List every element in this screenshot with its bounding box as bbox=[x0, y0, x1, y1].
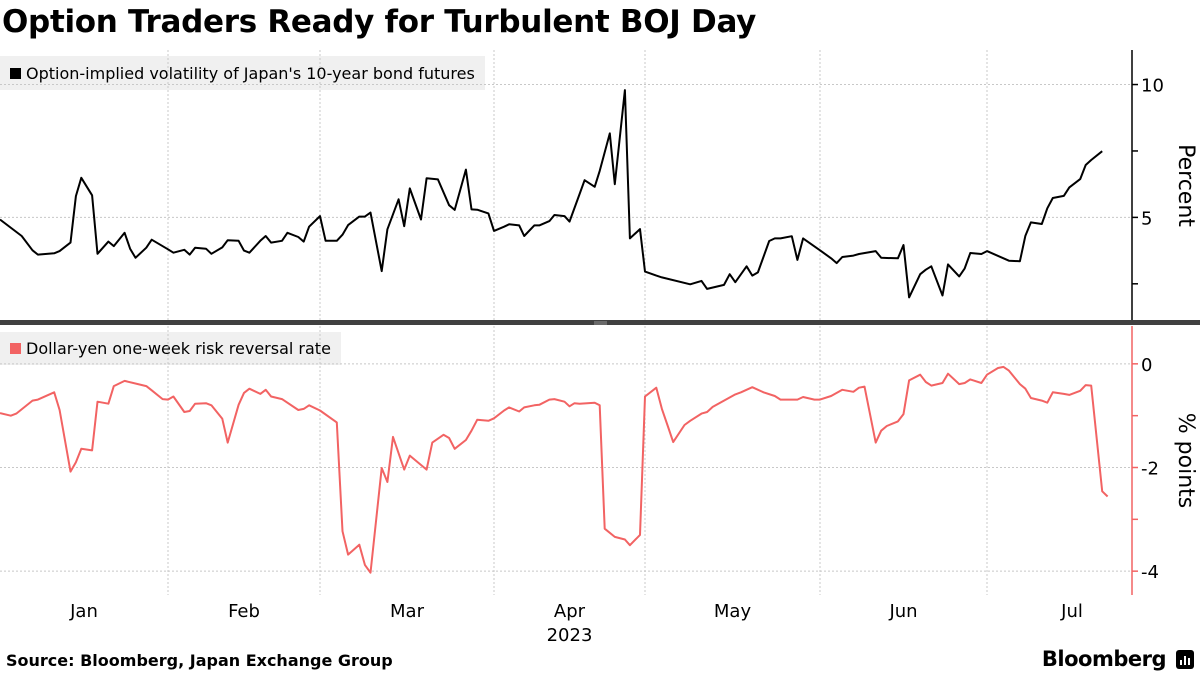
legend-label: Option-implied volatility of Japan's 10-… bbox=[26, 63, 475, 83]
legend-swatch-black bbox=[10, 67, 21, 79]
legend-risk-reversal: Dollar-yen one-week risk reversal rate bbox=[0, 332, 341, 365]
source-note: Source: Bloomberg, Japan Exchange Group bbox=[6, 651, 393, 670]
y-tick-label: -2 bbox=[1141, 458, 1159, 479]
legend-swatch-red bbox=[10, 343, 21, 354]
series-line-0 bbox=[0, 89, 1103, 299]
y-tick-label: 0 bbox=[1141, 355, 1152, 376]
chart-title: Option Traders Ready for Turbulent BOJ D… bbox=[2, 4, 757, 40]
legend-label: Dollar-yen one-week risk reversal rate bbox=[26, 339, 331, 358]
bloomberg-chart-icon bbox=[1176, 650, 1194, 669]
y-tick-label: 10 bbox=[1141, 76, 1164, 97]
y-tick-label: -4 bbox=[1141, 562, 1159, 583]
x-tick-label: Mar bbox=[390, 601, 425, 622]
y-tick-label: 5 bbox=[1141, 208, 1152, 229]
x-tick-label: Apr bbox=[554, 601, 586, 622]
bloomberg-logo: Bloomberg bbox=[1041, 647, 1167, 671]
x-tick-label: May bbox=[714, 601, 752, 622]
panel-divider bbox=[0, 320, 1200, 325]
x-tick-label: Jun bbox=[888, 601, 917, 622]
series-line-1 bbox=[0, 365, 1109, 574]
y-axis-title: Percent bbox=[1173, 144, 1198, 227]
x-year-label: 2023 bbox=[547, 625, 593, 646]
x-tick-label: Jan bbox=[69, 601, 98, 622]
x-tick-label: Feb bbox=[228, 601, 260, 622]
x-tick-label: Jul bbox=[1060, 601, 1083, 622]
y-axis-title: % points bbox=[1173, 413, 1198, 508]
